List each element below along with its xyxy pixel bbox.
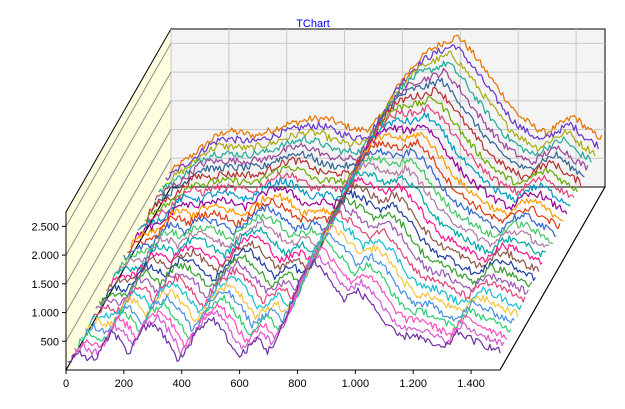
left-wall-gridline	[65, 71, 172, 256]
x-tick-label: 1.400	[457, 378, 485, 390]
x-tick-label: 0	[63, 378, 69, 390]
gridlines	[65, 29, 605, 342]
left-wall-gridline	[65, 129, 172, 313]
y-tick-label: 2.500	[31, 221, 59, 233]
y-tick-label: 1.500	[31, 279, 59, 291]
y-tick-label: 2.000	[31, 250, 59, 262]
series-line	[81, 232, 515, 340]
y-axis-ticks: 500 1.000 1.500 2.000 2.500	[31, 221, 66, 348]
series-line	[106, 182, 540, 291]
x-tick-label: 600	[230, 378, 248, 390]
x-axis-ticks: 0 200 400 600 800 1.000 1.200 1.400	[63, 370, 485, 390]
x-tick-label: 200	[115, 378, 133, 390]
x-tick-label: 1.000	[342, 378, 370, 390]
y-tick-label: 500	[41, 336, 59, 348]
series-line	[70, 254, 505, 358]
series-line	[77, 236, 512, 348]
x-tick-label: 800	[288, 378, 306, 390]
left-wall-gridline	[65, 158, 172, 342]
chart-title: TChart	[296, 18, 330, 30]
left-wall-gridline	[65, 43, 172, 227]
x-tick-label: 400	[173, 378, 191, 390]
y-tick-label: 1.000	[31, 308, 59, 320]
axes	[65, 186, 606, 371]
series-line	[67, 258, 501, 363]
series-group	[67, 34, 603, 363]
series-line	[74, 246, 508, 353]
left-wall-gridline	[65, 100, 172, 285]
depth-axis-line	[499, 186, 606, 371]
x-tick-label: 1.200	[399, 378, 427, 390]
